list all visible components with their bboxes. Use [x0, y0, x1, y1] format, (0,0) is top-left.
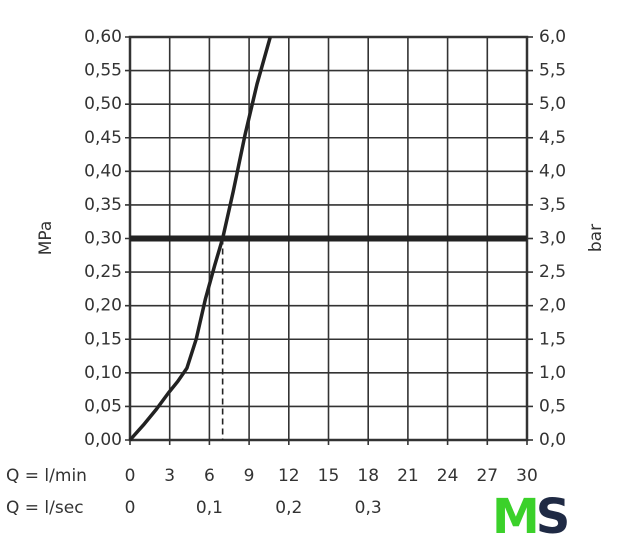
y-tick-label: 0,45: [84, 128, 122, 148]
data-line: [128, 36, 272, 442]
x-axis-label: Q = l/min: [6, 466, 87, 486]
x-tick-label: 15: [318, 466, 340, 486]
x-tick-label: 30: [516, 466, 538, 486]
x-tick-label: 21: [397, 466, 419, 486]
y2-tick-label: 1,0: [539, 363, 566, 383]
y-tick-label: 0,00: [84, 430, 122, 450]
x-tick-label: 24: [437, 466, 459, 486]
x2-tick-label: 0,3: [355, 498, 382, 518]
x-tick-label: 3: [164, 466, 175, 486]
x-tick-label: 0: [125, 466, 136, 486]
x2-axis-label: Q = l/sec: [6, 498, 84, 518]
y-tick-label: 0,35: [84, 195, 122, 215]
y2-tick-label: 6,0: [539, 27, 566, 47]
x-tick-label: 12: [278, 466, 300, 486]
x2-tick-label: 0,2: [275, 498, 302, 518]
y-tick-label: 0,55: [84, 61, 122, 81]
y-tick-label: 0,40: [84, 161, 122, 181]
y2-tick-label: 4,5: [539, 128, 566, 148]
y-tick-label: 0,10: [84, 363, 122, 383]
x-tick-label: 27: [476, 466, 498, 486]
y2-tick-label: 0,0: [539, 430, 566, 450]
y-tick-label: 0,05: [84, 396, 122, 416]
y2-tick-label: 5,0: [539, 94, 566, 114]
y2-tick-label: 5,5: [539, 61, 566, 81]
y-tick-label: 0,20: [84, 296, 122, 316]
y2-tick-label: 1,5: [539, 329, 566, 349]
x2-tick-label: 0: [125, 498, 136, 518]
x-tick-label: 9: [244, 466, 255, 486]
y-axis-label: MPa: [36, 221, 56, 256]
y-tick-label: 0,15: [84, 329, 122, 349]
y2-tick-label: 4,0: [539, 161, 566, 181]
y2-tick-label: 3,5: [539, 195, 566, 215]
logo-s: S: [536, 489, 568, 545]
y2-tick-label: 2,0: [539, 296, 566, 316]
y2-tick-label: 2,5: [539, 262, 566, 282]
y2-axis-label: bar: [586, 224, 606, 252]
y-tick-label: 0,60: [84, 27, 122, 47]
logo: MS: [492, 489, 568, 545]
logo-m: M: [492, 489, 536, 545]
x-tick-label: 18: [357, 466, 379, 486]
y2-tick-label: 0,5: [539, 396, 566, 416]
y-tick-label: 0,25: [84, 262, 122, 282]
y2-tick-label: 3,0: [539, 229, 566, 249]
y-tick-label: 0,50: [84, 94, 122, 114]
x-tick-label: 6: [204, 466, 215, 486]
y-tick-label: 0,30: [84, 229, 122, 249]
x2-tick-label: 0,1: [196, 498, 223, 518]
